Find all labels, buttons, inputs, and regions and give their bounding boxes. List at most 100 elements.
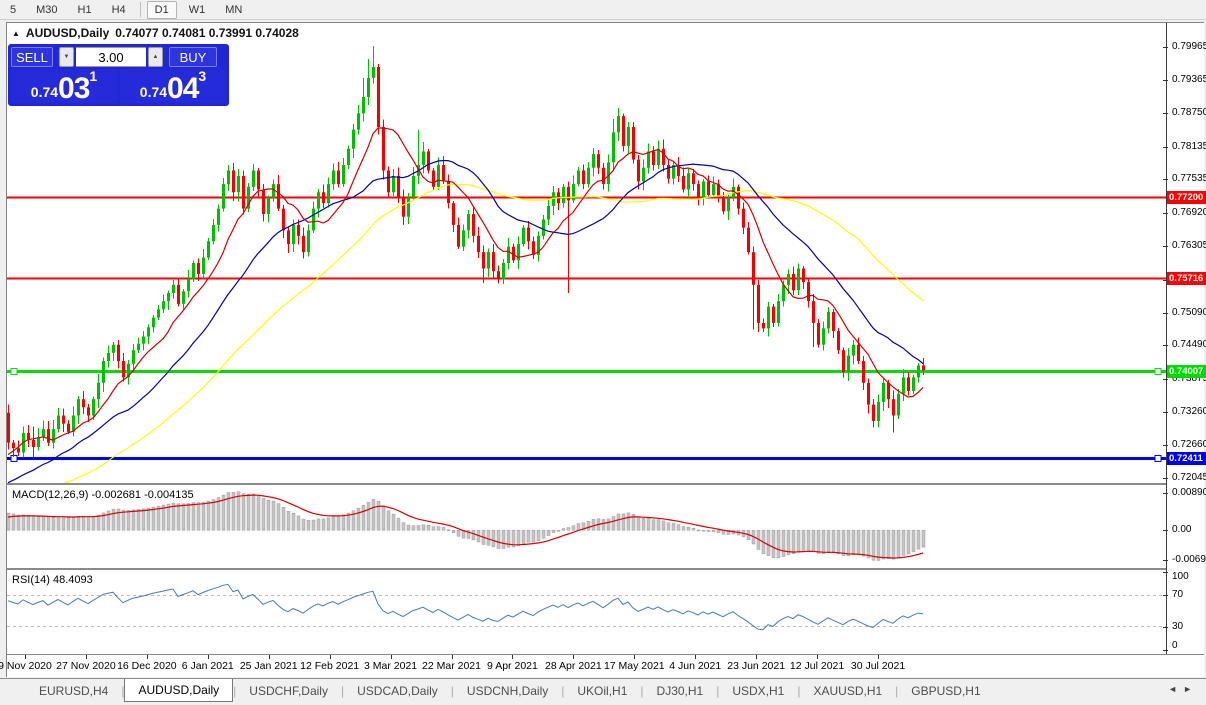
date-label: 9 Apr 2021 (487, 660, 538, 672)
date-label: 27 Nov 2020 (56, 660, 116, 672)
buy-price-big: 04 (167, 72, 199, 105)
tab-separator: | (716, 683, 720, 698)
timeframe-button-mn[interactable]: MN (225, 3, 243, 16)
date-tick (329, 655, 331, 659)
axis-price-label: 100 (1172, 571, 1189, 582)
level-drag-handle[interactable] (10, 368, 18, 376)
quantity-increase-button[interactable]: ▲ (148, 47, 163, 67)
sell-price-display[interactable]: 0.74 03 1 (11, 68, 117, 105)
axis-tick (1163, 478, 1168, 480)
axis-price-label: 0.79365 (1172, 73, 1206, 85)
axis-price-label: 0.76305 (1172, 240, 1206, 252)
timeframe-button-d1[interactable]: D1 (146, 0, 177, 19)
axis-price-label: 30 (1172, 620, 1184, 632)
date-label: 17 May 2021 (603, 660, 665, 672)
sell-price-sup: 1 (89, 68, 98, 84)
window-bottom-strip (0, 702, 1206, 705)
axis-tick (1163, 626, 1168, 628)
date-tick (634, 655, 636, 659)
date-axis: 9 Nov 2020 27 Nov 2020 16 Dec 2020 6 Jan 20… (0, 655, 1204, 677)
tab-eurusd-h4[interactable]: EURUSD,H4 (39, 683, 109, 698)
tab-gbpusd-h1[interactable]: GBPUSD,H1 (911, 683, 981, 698)
level-drag-handle[interactable] (1154, 454, 1162, 462)
date-tick (85, 655, 87, 659)
axis-price-label: 0.74490 (1172, 339, 1206, 351)
date-label: 6 Jan 2021 (181, 660, 234, 672)
date-label: 9 Nov 2020 (0, 660, 52, 672)
axis-price-label: 0 (1172, 640, 1178, 651)
toolbar-separator (139, 2, 141, 17)
rsi-line (7, 583, 924, 631)
trade-panel: SELL ▼ ▲ BUY 0.74 03 1 0.74 04 3 (8, 44, 229, 106)
sell-price-big: 03 (58, 72, 90, 105)
tab-separator: | (797, 683, 801, 698)
axis-price-label: 0.77535 (1172, 173, 1206, 185)
symbol-title: AUDUSD,Daily (25, 26, 110, 40)
rsi-label: RSI(14) 48.4093 (12, 574, 93, 586)
date-tick (878, 655, 880, 659)
candles-layer (7, 45, 925, 458)
moving-average-line (62, 183, 924, 483)
axis-tick (1163, 378, 1168, 380)
tab-xauusd-h1[interactable]: XAUUSD,H1 (813, 683, 883, 698)
axis-tick (1163, 345, 1168, 347)
axis-tick (1163, 179, 1168, 181)
tab-separator: | (450, 683, 454, 698)
pane-divider[interactable] (7, 568, 1204, 570)
sell-button[interactable]: SELL (11, 47, 53, 67)
axis-tick (1163, 492, 1168, 494)
tab-dj30-h1[interactable]: DJ30,H1 (656, 683, 704, 698)
timeframe-toolbar: 5 M30 H1 H4 D1 W1 MN (0, 0, 1206, 20)
timeframe-button-h1[interactable]: H1 (77, 3, 92, 16)
macd-signal-line (7, 494, 924, 559)
date-label: 30 Jul 2021 (850, 660, 906, 672)
symbol-tab-bar: EURUSD,H4 | AUDUSD,Daily | USDCHF,Daily | USDC… (0, 678, 1206, 702)
tab-usdcnh-daily[interactable]: USDCNH,Daily (466, 683, 549, 698)
date-label: 12 Feb 2021 (300, 660, 360, 672)
axis-price-label: 0.78135 (1172, 140, 1206, 152)
date-label: 12 Jul 2021 (789, 660, 845, 672)
tab-separator: | (895, 683, 899, 698)
buy-price-small: 0.74 (139, 84, 168, 100)
axis-price-label: 0.72660 (1172, 438, 1206, 450)
quantity-input[interactable] (76, 47, 146, 67)
sell-price-small: 0.74 (30, 84, 59, 100)
tab-audusd-daily[interactable]: AUDUSD,Daily (124, 679, 234, 702)
pane-divider[interactable] (7, 483, 1204, 485)
chart-title-row: ▲ AUDUSD,Daily 0.74077 0.74081 0.73991 0… (12, 26, 299, 40)
macd-pane (7, 486, 1166, 568)
axis-tick (1163, 113, 1168, 115)
date-tick (573, 655, 575, 659)
axis-tick (1163, 146, 1168, 148)
buy-price-display[interactable]: 0.74 04 3 (120, 68, 226, 105)
level-drag-handle[interactable] (1154, 368, 1162, 376)
tab-scroll-right-icon[interactable]: ► (1183, 684, 1198, 694)
axis-border (1166, 23, 1167, 654)
timeframe-button-5[interactable]: 5 (10, 3, 17, 16)
tab-usdchf-daily[interactable]: USDCHF,Daily (249, 683, 328, 698)
tab-usdcad-daily[interactable]: USDCAD,Daily (357, 683, 438, 698)
timeframe-button-w1[interactable]: W1 (188, 3, 206, 16)
timeframe-button-h4[interactable]: H4 (111, 3, 126, 16)
moving-average-line (7, 127, 924, 456)
axis-price-label: 0.79965 (1172, 41, 1206, 53)
date-label: 3 Mar 2021 (364, 660, 418, 672)
tab-scroll-left-icon[interactable]: ◄ (1168, 684, 1184, 694)
timeframe-button-m30[interactable]: M30 (36, 3, 58, 16)
tab-ukoil-h1[interactable]: UKOil,H1 (577, 683, 628, 698)
date-tick (25, 655, 26, 659)
axis-price-label: 0.78750 (1172, 107, 1206, 119)
quantity-decrease-button[interactable]: ▼ (59, 47, 74, 67)
price-axis (1167, 23, 1204, 654)
axis-tick (1163, 444, 1168, 446)
tab-usdx-h1[interactable]: USDX,H1 (732, 683, 785, 698)
axis-tick (1163, 595, 1168, 597)
tab-scroll-arrows: ◄► (1168, 684, 1198, 694)
axis-tick (1163, 412, 1168, 414)
collapse-arrow-icon[interactable]: ▲ (12, 28, 20, 38)
price-level-chip: 0.72411 (1167, 451, 1206, 465)
date-tick (451, 655, 453, 659)
buy-button[interactable]: BUY (169, 47, 217, 67)
axis-price-label: 0.00 (1172, 524, 1192, 536)
axis-tick (1163, 572, 1168, 573)
